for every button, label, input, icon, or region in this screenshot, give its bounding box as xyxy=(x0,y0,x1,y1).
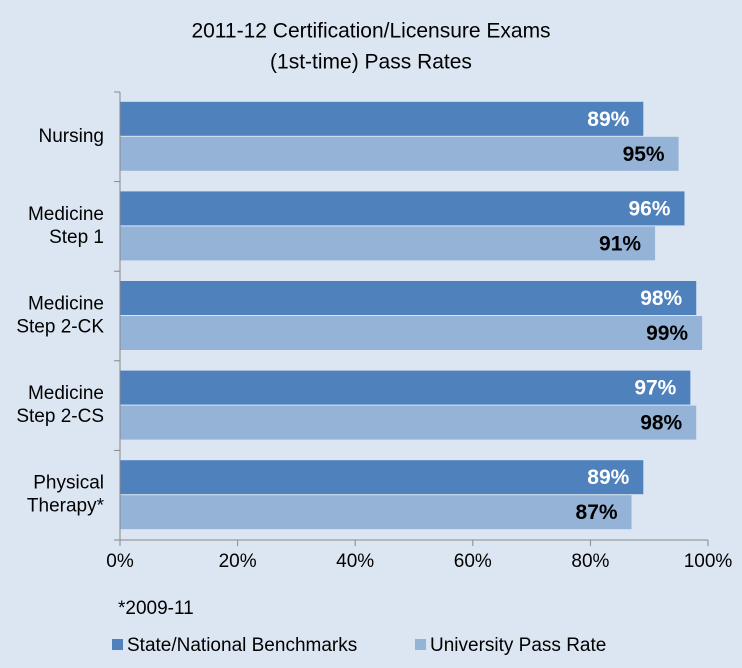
value-label: 99% xyxy=(646,322,688,345)
value-label: 89% xyxy=(587,466,629,489)
bar xyxy=(120,226,656,261)
y-tick-label: Step 1 xyxy=(49,227,104,248)
value-label: 98% xyxy=(640,412,682,435)
y-tick-label: Medicine xyxy=(28,294,104,315)
chart-title: (1st-time) Pass Rates xyxy=(270,51,472,74)
y-tick-label: Medicine xyxy=(28,383,104,404)
bar xyxy=(120,136,679,171)
y-tick-label: Medicine xyxy=(28,204,104,225)
x-tick-label: 40% xyxy=(336,551,374,572)
value-label: 96% xyxy=(628,197,670,220)
value-label: 87% xyxy=(576,501,618,524)
bar xyxy=(120,316,703,350)
value-label: 95% xyxy=(623,143,665,166)
bar xyxy=(120,281,697,315)
note: *2009-11 xyxy=(118,598,194,619)
x-tick-label: 20% xyxy=(219,551,257,572)
bar xyxy=(120,101,644,136)
x-tick-label: 0% xyxy=(106,551,134,572)
x-tick-label: 60% xyxy=(454,551,492,572)
y-tick-label: Step 2-CS xyxy=(16,406,104,427)
bar xyxy=(120,370,691,405)
y-tick-label: Step 2-CK xyxy=(16,317,104,338)
y-tick-label: Physical xyxy=(33,473,104,494)
legend-label: University Pass Rate xyxy=(430,635,606,656)
legend-swatch xyxy=(415,639,426,650)
legend-swatch xyxy=(112,639,123,650)
y-tick-label: Therapy* xyxy=(27,496,105,517)
bar xyxy=(120,495,632,530)
value-label: 91% xyxy=(599,232,641,255)
value-label: 98% xyxy=(640,287,682,310)
x-tick-label: 100% xyxy=(684,551,733,572)
y-tick-label: Nursing xyxy=(39,126,104,147)
value-label: 97% xyxy=(634,377,676,400)
bar xyxy=(120,405,697,440)
legend-label: State/National Benchmarks xyxy=(127,635,357,656)
chart-title: 2011-12 Certification/Licensure Exams xyxy=(191,20,550,43)
value-label: 89% xyxy=(587,108,629,131)
x-tick-label: 80% xyxy=(571,551,609,572)
bar xyxy=(120,460,644,495)
bar xyxy=(120,191,685,226)
